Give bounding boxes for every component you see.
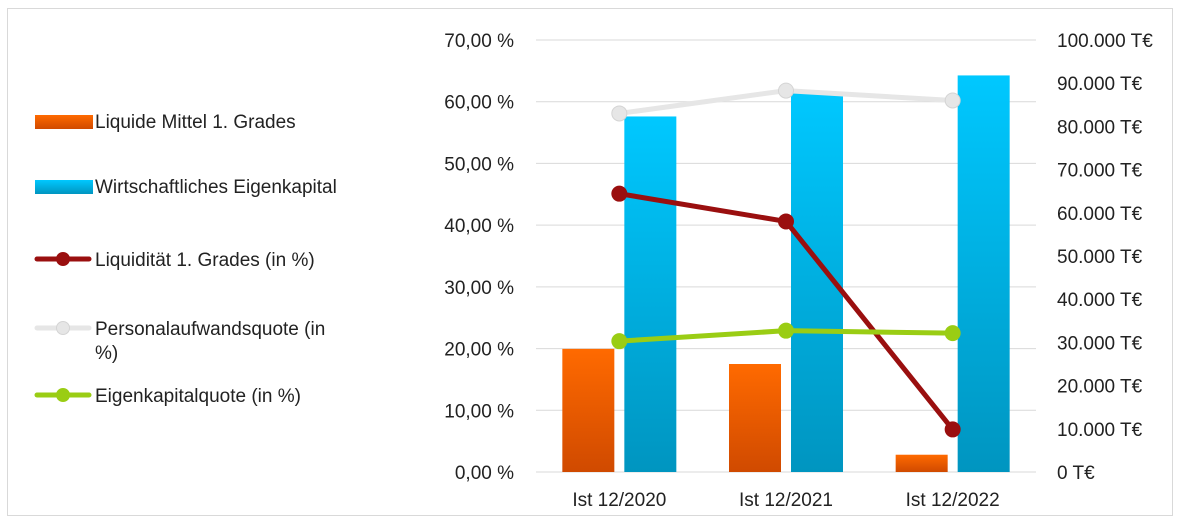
- data-point: [778, 82, 794, 99]
- legend-label: Eigenkapitalquote (in %): [95, 386, 301, 407]
- right-tick-label: 60.000 T€: [1057, 204, 1143, 225]
- data-point: [944, 325, 961, 342]
- right-tick-label: 50.000 T€: [1057, 247, 1143, 268]
- left-tick-label: 50,00 %: [444, 154, 514, 175]
- left-tick-label: 10,00 %: [444, 401, 514, 422]
- legend-label: Wirtschaftliches Eigenkapital: [95, 177, 337, 198]
- data-point: [611, 185, 628, 202]
- legend-swatch-marker: [56, 321, 70, 335]
- bar: [957, 75, 1010, 472]
- left-tick-label: 0,00 %: [455, 463, 514, 484]
- left-tick-label: 60,00 %: [444, 93, 514, 114]
- right-tick-label: 10.000 T€: [1057, 420, 1143, 441]
- right-tick-label: 70.000 T€: [1057, 161, 1143, 182]
- data-point: [944, 421, 961, 438]
- data-point: [944, 92, 961, 109]
- bar: [729, 364, 781, 472]
- right-tick-label: 30.000 T€: [1057, 333, 1143, 354]
- legend-label: Personalaufwandsquote (in%): [95, 319, 325, 364]
- legend-label: Liquidität 1. Grades (in %): [95, 250, 315, 271]
- legend-label: Liquide Mittel 1. Grades: [95, 112, 296, 133]
- bar: [624, 116, 677, 473]
- right-tick-label: 80.000 T€: [1057, 117, 1143, 138]
- data-point: [778, 322, 794, 339]
- data-point: [778, 213, 794, 230]
- legend-label-line: Personalaufwandsquote (in: [95, 319, 325, 340]
- legend-swatch: [35, 180, 93, 194]
- left-tick-label: 70,00 %: [444, 31, 514, 52]
- x-tick-label: Ist 12/2022: [906, 490, 1000, 511]
- legend-swatch-marker: [56, 252, 70, 266]
- x-axis: Ist 12/2020 Ist 12/2021 Ist 12/2022: [572, 490, 999, 511]
- bar: [562, 348, 615, 472]
- legend-label-line: %): [95, 343, 118, 364]
- x-tick-label: Ist 12/2021: [739, 490, 833, 511]
- left-axis: 0,00 % 10,00 % 20,00 % 30,00 % 40,00 % 50,00 …: [444, 31, 514, 484]
- bar: [895, 454, 948, 472]
- legend-swatch-marker: [56, 388, 70, 402]
- left-tick-label: 30,00 %: [444, 278, 514, 299]
- legend: Liquide Mittel 1. Grades Wirtschaftliches…: [34, 112, 337, 407]
- legend-swatch: [35, 115, 93, 129]
- right-tick-label: 0 T€: [1057, 463, 1095, 484]
- right-tick-label: 90.000 T€: [1057, 74, 1143, 95]
- x-tick-label: Ist 12/2020: [572, 490, 666, 511]
- data-point: [611, 105, 628, 122]
- left-tick-label: 20,00 %: [444, 340, 514, 361]
- left-tick-label: 40,00 %: [444, 216, 514, 237]
- right-axis: 0 T€ 10.000 T€ 20.000 T€ 30.000 T€ 40.000 T€…: [1057, 31, 1153, 484]
- right-tick-label: 20.000 T€: [1057, 377, 1143, 398]
- right-tick-label: 40.000 T€: [1057, 290, 1143, 311]
- data-point: [611, 333, 628, 350]
- lines: [611, 82, 961, 438]
- bars: [562, 75, 1010, 473]
- right-tick-label: 100.000 T€: [1057, 31, 1153, 52]
